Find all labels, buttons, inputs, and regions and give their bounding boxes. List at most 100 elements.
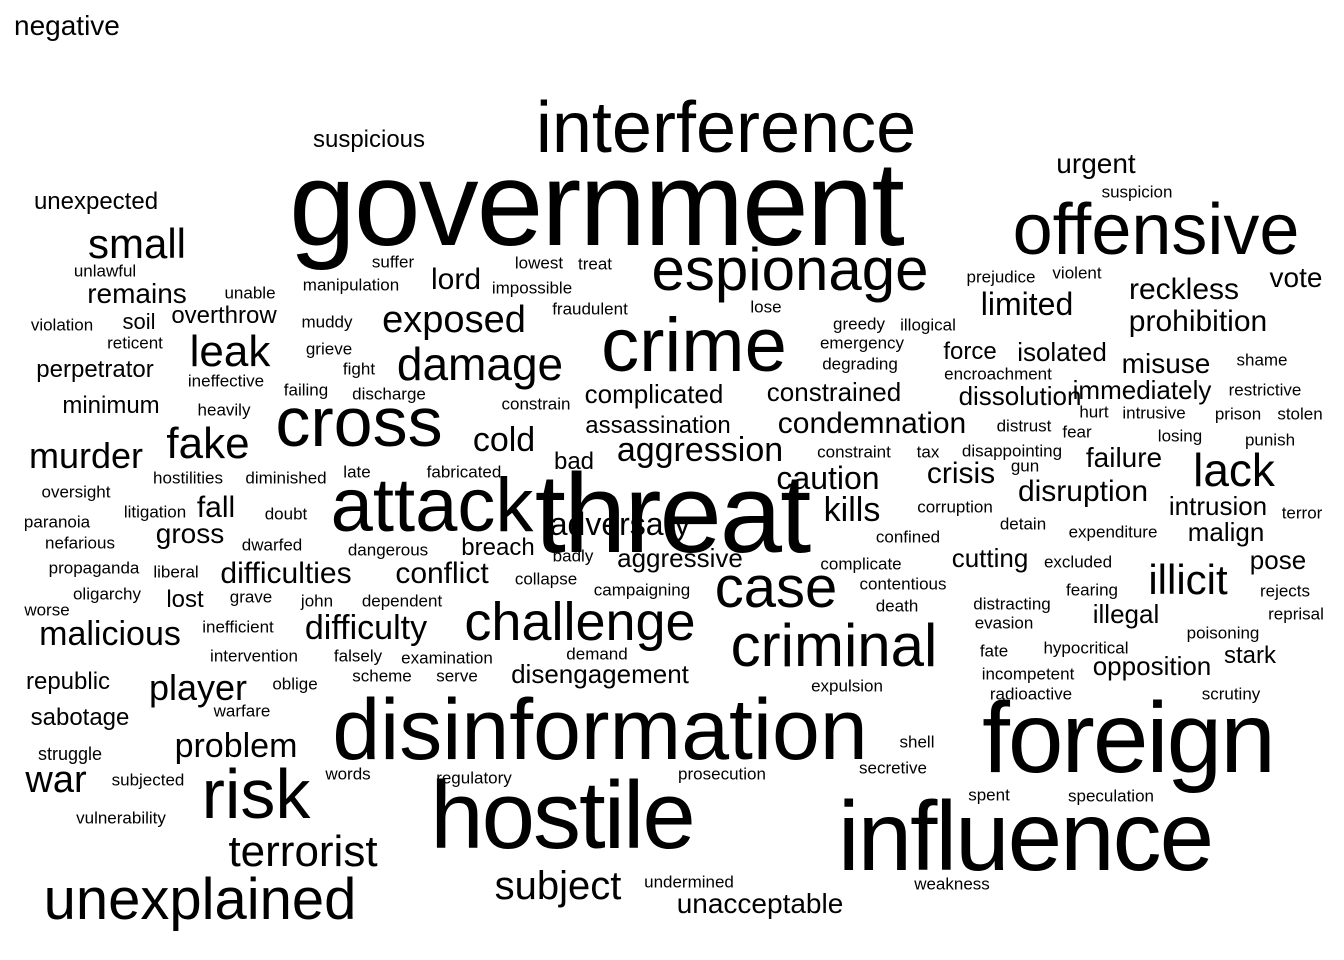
word-struggle: struggle: [37, 744, 103, 764]
word-reprisal: reprisal: [1268, 604, 1324, 624]
word-misuse: misuse: [1121, 348, 1211, 379]
word-liberal: liberal: [153, 562, 199, 582]
word-violation: violation: [30, 315, 94, 335]
word-unexpected: unexpected: [33, 188, 159, 215]
word-disappointing: disappointing: [961, 441, 1063, 461]
word-crisis: crisis: [926, 457, 996, 490]
word-player: player: [148, 667, 248, 708]
word-john: john: [300, 591, 334, 611]
word-opposition: opposition: [1092, 651, 1212, 681]
word-failing: failing: [283, 380, 329, 400]
word-demand: demand: [566, 644, 628, 664]
word-constrained: constrained: [766, 377, 902, 407]
word-violent: violent: [1052, 263, 1102, 283]
word-oversight: oversight: [41, 482, 111, 502]
word-scrutiny: scrutiny: [1201, 684, 1261, 704]
word-prohibition: prohibition: [1128, 305, 1268, 338]
word-dissolution: dissolution: [958, 381, 1082, 411]
word-failure: failure: [1085, 442, 1163, 473]
word-suspicious: suspicious: [312, 126, 426, 153]
word-lose: lose: [750, 297, 782, 317]
word-contentious: contentious: [859, 574, 947, 594]
word-disruption: disruption: [1017, 475, 1149, 508]
word-illicit: illicit: [1148, 556, 1228, 603]
word-degrading: degrading: [822, 354, 898, 374]
word-stolen: stolen: [1277, 404, 1323, 424]
word-complicate: complicate: [820, 554, 902, 574]
word-warfare: warfare: [213, 701, 271, 721]
word-fake: fake: [166, 419, 250, 468]
word-fabricated: fabricated: [426, 462, 502, 482]
word-crime: crime: [601, 303, 787, 388]
word-caution: caution: [776, 460, 880, 496]
word-condemnation: condemnation: [777, 407, 967, 440]
word-unexplained: unexplained: [43, 867, 357, 932]
word-fall: fall: [196, 491, 236, 524]
word-badly: badly: [552, 546, 594, 566]
word-overthrow: overthrow: [171, 302, 277, 329]
word-weakness: weakness: [914, 874, 990, 894]
word-kills: kills: [823, 491, 881, 529]
word-greedy: greedy: [833, 314, 885, 334]
word-cutting: cutting: [951, 543, 1029, 573]
word-detain: detain: [999, 514, 1047, 534]
word-manipulation: manipulation: [302, 275, 400, 295]
word-dwarfed: dwarfed: [241, 535, 303, 555]
word-hostilities: hostilities: [153, 468, 223, 488]
word-intervention: intervention: [210, 646, 298, 666]
word-oblige: oblige: [272, 674, 318, 694]
word-aggression: aggression: [616, 431, 784, 469]
word-distracting: distracting: [973, 594, 1051, 614]
word-incompetent: incompetent: [981, 664, 1075, 684]
word-intrusive: intrusive: [1122, 403, 1186, 423]
word-fight: fight: [342, 359, 376, 379]
word-constraint: constraint: [817, 442, 891, 462]
word-criminal: criminal: [730, 612, 938, 679]
word-fraudulent: fraudulent: [552, 299, 628, 319]
word-hostile: hostile: [430, 762, 695, 869]
word-challenge: challenge: [464, 592, 696, 652]
word-prosecution: prosecution: [678, 764, 766, 784]
word-complicated: complicated: [584, 379, 724, 409]
word-influence: influence: [837, 781, 1214, 891]
word-muddy: muddy: [301, 312, 353, 332]
word-unable: unable: [224, 283, 276, 303]
word-discharge: discharge: [352, 384, 426, 404]
word-evasion: evasion: [974, 613, 1034, 633]
word-hypocritical: hypocritical: [1043, 638, 1129, 658]
word-doubt: doubt: [264, 504, 308, 524]
word-punish: punish: [1244, 430, 1296, 450]
word-rejects: rejects: [1259, 581, 1311, 601]
word-undermined: undermined: [644, 872, 734, 892]
word-spent: spent: [968, 785, 1010, 805]
word-illogical: illogical: [900, 315, 956, 335]
word-falsely: falsely: [333, 646, 383, 666]
word-treat: treat: [577, 254, 613, 274]
word-grave: grave: [229, 587, 273, 607]
word-ineffective: ineffective: [187, 371, 265, 391]
word-lack: lack: [1193, 444, 1275, 496]
word-restrictive: restrictive: [1228, 380, 1302, 400]
word-heavily: heavily: [197, 400, 251, 420]
word-espionage: espionage: [651, 236, 929, 303]
word-encroachment: encroachment: [944, 364, 1052, 384]
word-case: case: [714, 555, 838, 620]
word-adversary: adversary: [549, 506, 691, 542]
word-words: words: [325, 764, 371, 784]
word-unlawful: unlawful: [73, 261, 137, 281]
word-urgent: urgent: [1056, 148, 1136, 179]
word-leak: leak: [189, 327, 271, 376]
word-terrorist: terrorist: [228, 827, 378, 876]
word-lowest: lowest: [514, 253, 564, 273]
word-immediately: immediately: [1072, 375, 1212, 405]
word-damage: damage: [396, 338, 564, 390]
word-vulnerability: vulnerability: [76, 808, 166, 828]
word-corruption: corruption: [917, 497, 993, 517]
word-cross: cross: [275, 383, 443, 461]
word-minimum: minimum: [62, 392, 160, 419]
word-worse: worse: [24, 600, 70, 620]
word-isolated: isolated: [1017, 337, 1107, 367]
word-republic: republic: [25, 668, 111, 695]
word-disinformation: disinformation: [332, 682, 868, 778]
word-impossible: impossible: [491, 278, 573, 298]
